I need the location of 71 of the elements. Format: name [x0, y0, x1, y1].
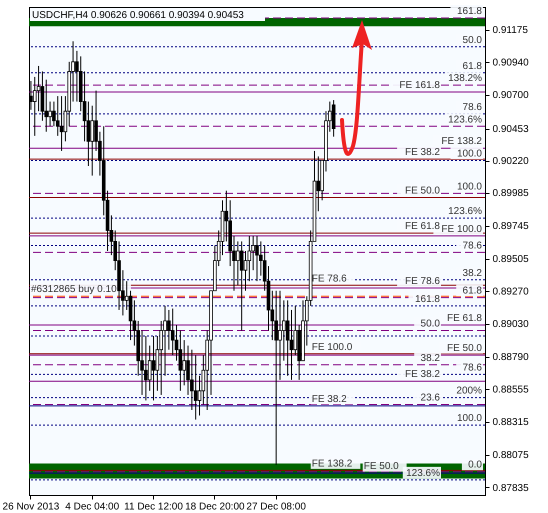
annotation: 161.8 — [456, 6, 482, 17]
candlestick — [332, 100, 336, 138]
candlestick — [286, 300, 290, 376]
annotation: FE 38.2 — [312, 394, 348, 405]
annotation: 38.2 — [462, 268, 482, 279]
annotation: 50.0 — [420, 318, 440, 330]
annotation: FE 38.2 — [404, 147, 440, 158]
annotation: 100.0 — [456, 148, 482, 160]
candlestick — [152, 335, 156, 401]
x-tick-label: 4 Dec 04:00 — [65, 502, 120, 512]
annotation: 61.8 — [462, 60, 482, 72]
annotation: 38.2 — [420, 352, 440, 364]
annotation: 100.0 — [456, 413, 482, 424]
annotation: 78.6 — [462, 240, 482, 252]
candlestick — [278, 290, 282, 380]
annotation: 138.2% — [448, 73, 482, 84]
annotation: 23.6 — [420, 392, 440, 404]
annotation: FE 78.6 — [404, 276, 440, 288]
annotation: FE 50.0 — [404, 186, 440, 197]
candlestick — [36, 65, 40, 112]
x-tick-label: 11 Dec 12:00 — [124, 502, 184, 512]
y-tick-label: 0.91175 — [492, 25, 528, 36]
annotation: FE 61.8 — [446, 313, 482, 324]
candlestick — [182, 340, 186, 386]
candlestick — [236, 240, 240, 286]
annotation: 161.8 — [414, 294, 440, 305]
x-tick-label: 26 Nov 2013 — [2, 502, 60, 512]
annotation: FE 61.8 — [404, 221, 440, 232]
y-tick-label: 0.90700 — [492, 90, 530, 102]
y-tick-label: 0.89030 — [492, 319, 530, 330]
annotation: FE 100.0 — [441, 224, 482, 235]
y-tick-label: 0.88315 — [492, 417, 530, 428]
x-tick-label: 18 Dec 20:00 — [185, 502, 246, 512]
y-tick-label: 0.90220 — [492, 156, 530, 168]
annotation: 61.8 — [462, 286, 482, 297]
annotation: FE 78.6 — [312, 273, 348, 284]
y-tick-label: 0.90453 — [492, 124, 530, 136]
candlestick — [274, 290, 278, 466]
annotation: 0.0 — [468, 460, 482, 471]
chart-title: USDCHF,H4 0.90626 0.90661 0.90394 0.90453 — [32, 10, 244, 21]
y-tick-label: 0.90940 — [492, 57, 530, 68]
y-tick-label: 0.89745 — [492, 221, 530, 232]
annotation: 123.6% — [448, 114, 482, 126]
annotation: 78.6 — [462, 102, 482, 113]
annotation: 100.0 — [456, 181, 482, 192]
annotation: FE 100.0 — [312, 342, 353, 353]
annotation: FE 38.2 — [404, 369, 440, 380]
annotation: 123.6% — [448, 206, 482, 218]
annotation: 78.6 — [462, 362, 482, 374]
y-tick-label: 0.89505 — [492, 254, 530, 266]
y-tick-label: 0.88075 — [492, 450, 530, 462]
y-tick-label: 0.88555 — [492, 384, 530, 396]
candlestick — [48, 101, 52, 127]
annotation: 123.6% — [406, 468, 440, 479]
candlestick — [240, 240, 244, 332]
y-tick-label: 0.88790 — [492, 352, 530, 364]
annotation: #6312865 buy 0.10 — [31, 284, 118, 296]
annotation: 200% — [456, 386, 482, 397]
annotation: FE 50.0 — [446, 343, 482, 354]
y-tick-label: 0.89985 — [492, 188, 530, 200]
candlestick — [255, 235, 259, 282]
annotation: FE 50.0 — [364, 461, 400, 472]
annotation: FE 161.8 — [399, 80, 440, 91]
y-tick-label: 0.89270 — [492, 286, 530, 298]
annotation: FE 138.2 — [441, 136, 482, 148]
annotation: FE 138.2 — [312, 458, 353, 470]
y-tick-label: 0.87835 — [492, 482, 530, 494]
candlestick — [90, 105, 94, 176]
x-tick-label: 27 Dec 08:00 — [246, 502, 306, 512]
candlestick — [60, 96, 64, 152]
annotation: 50.0 — [462, 34, 482, 46]
